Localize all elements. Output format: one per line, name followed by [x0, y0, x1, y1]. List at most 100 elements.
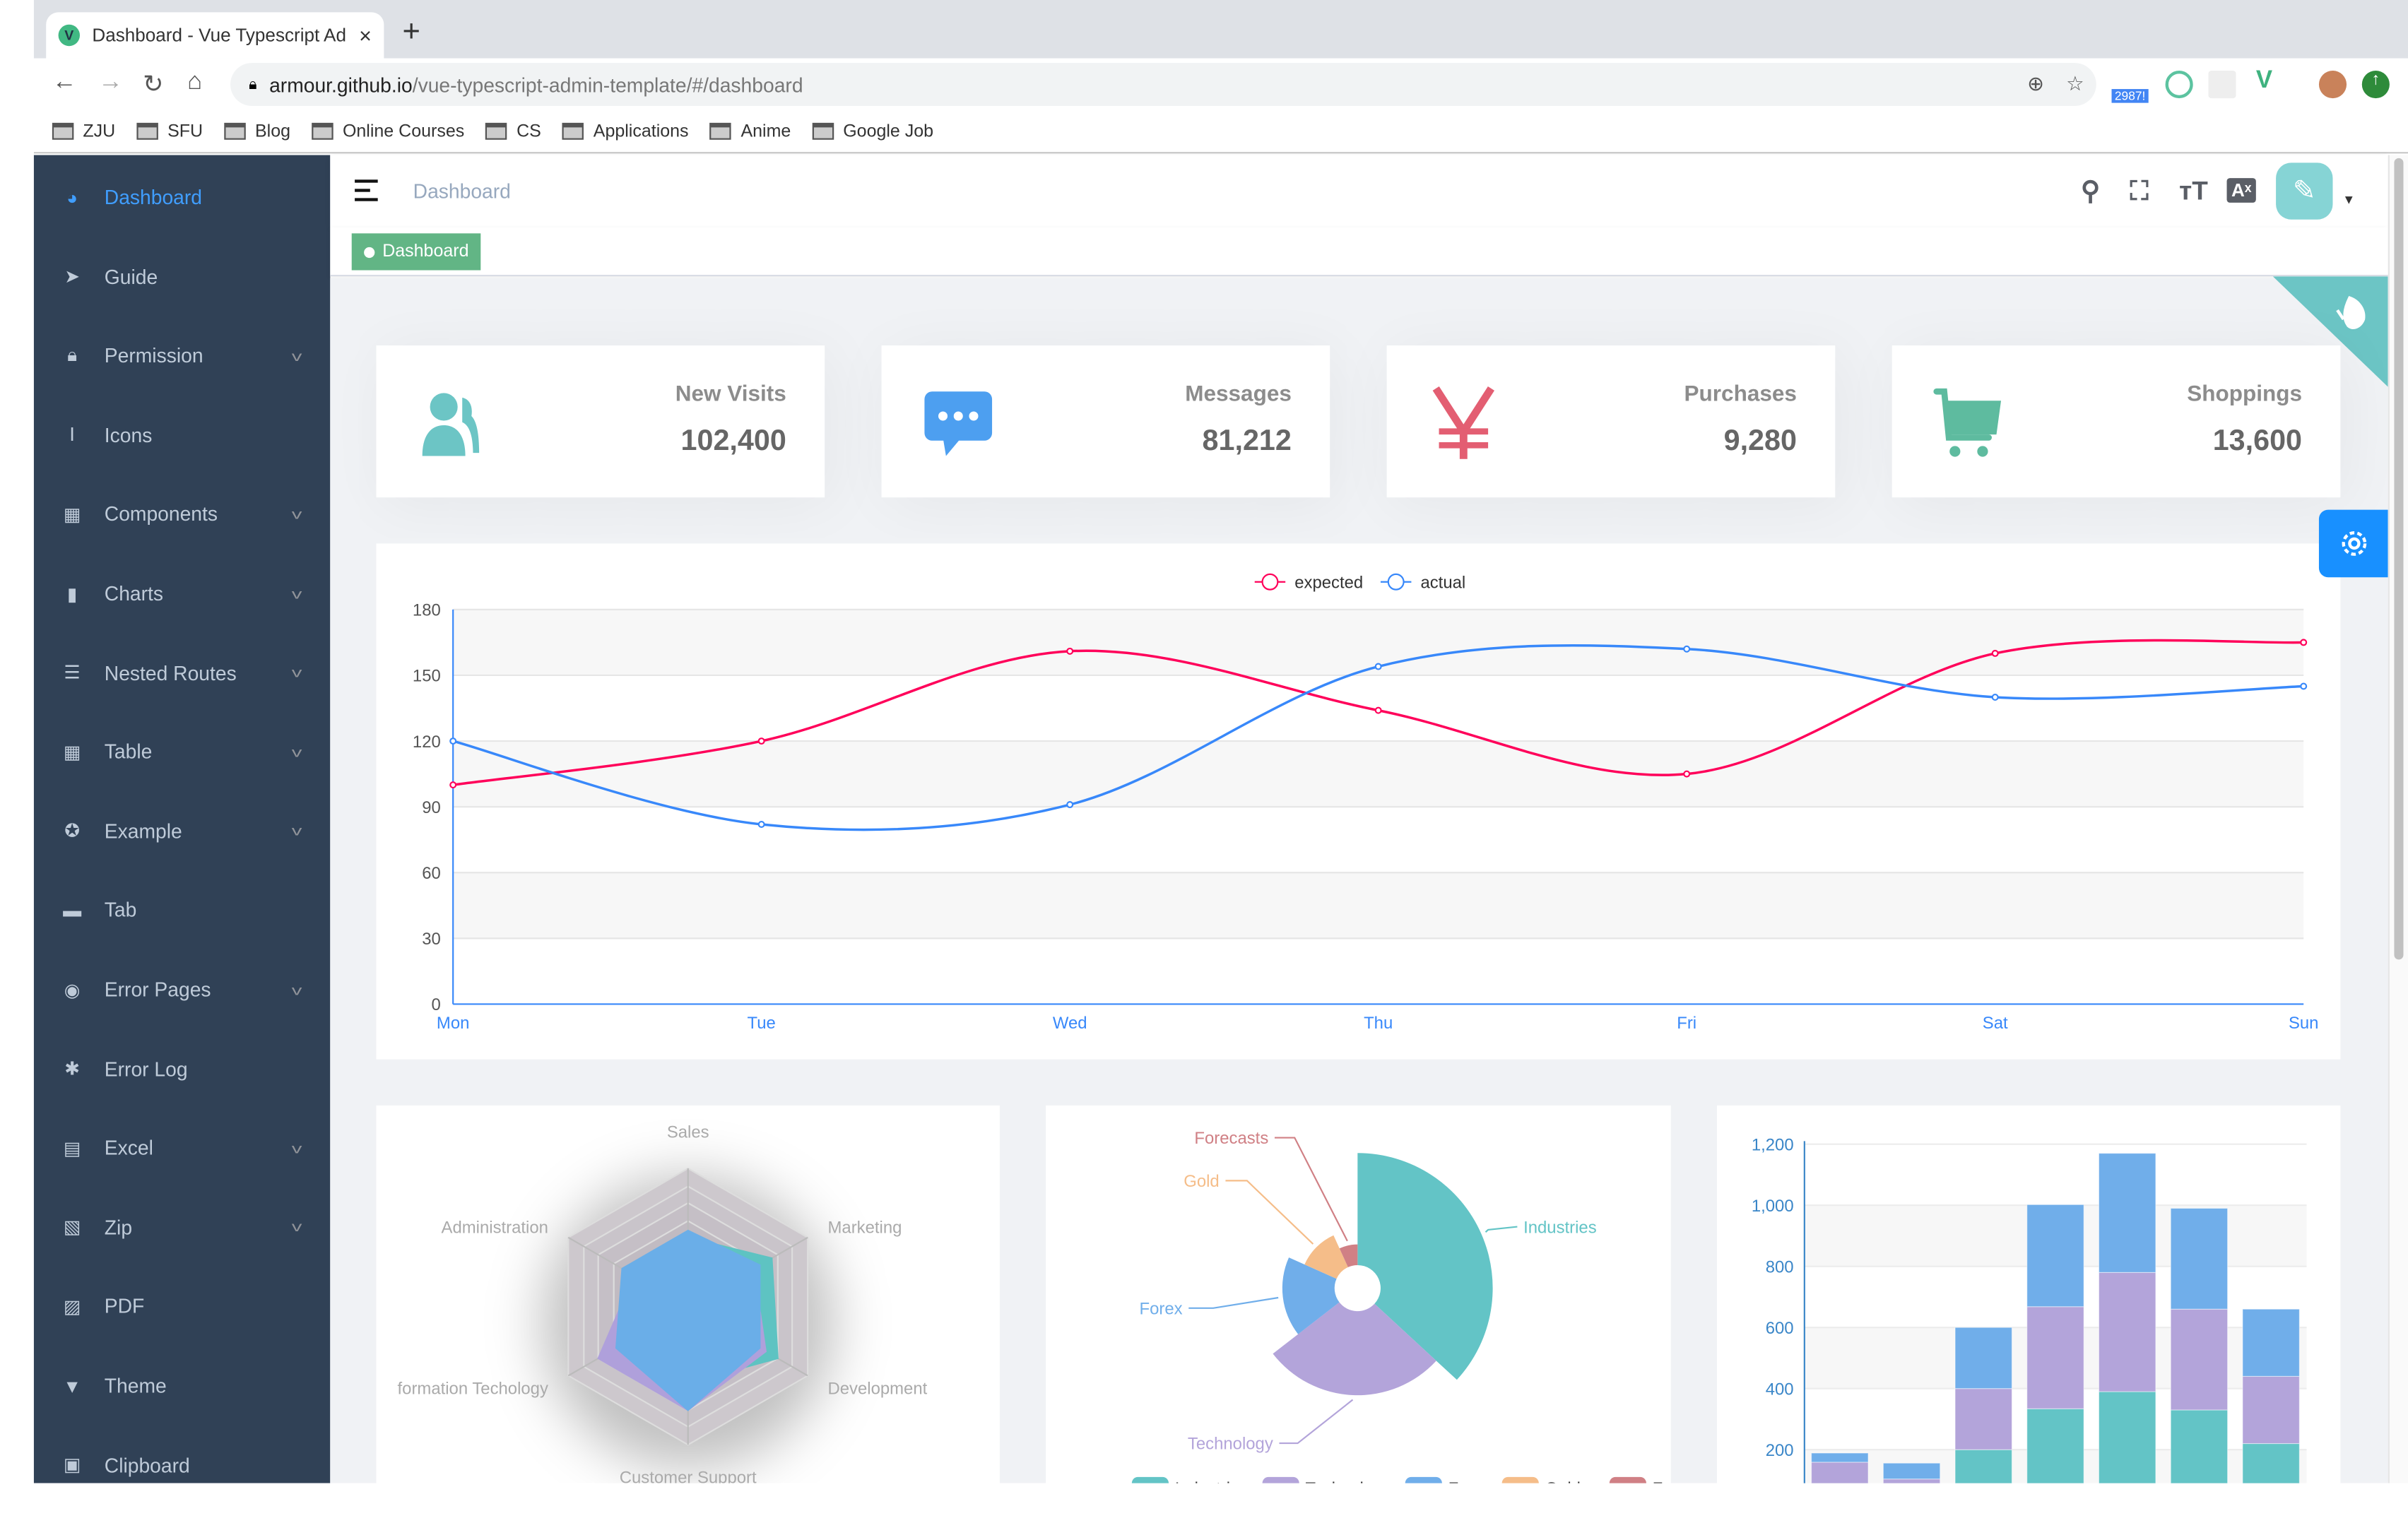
bar-mon-series-1[interactable]	[1811, 1462, 1869, 1483]
bar-thu-series-2[interactable]	[2026, 1204, 2084, 1308]
bar-wed-series-1[interactable]	[1954, 1388, 2013, 1450]
bookmark-item[interactable]: SFU	[136, 122, 203, 141]
legend-label[interactable]: actual	[1420, 573, 1465, 592]
settings-button[interactable]	[2318, 509, 2388, 578]
sidebar-item-guide[interactable]: ➤ Guide	[34, 237, 330, 316]
bar-sat-series-0[interactable]	[2170, 1409, 2229, 1483]
sidebar-item-excel[interactable]: ▤ Excel v	[34, 1109, 330, 1187]
404-icon: ◉	[64, 978, 81, 1001]
bar-thu-series-1[interactable]	[2026, 1306, 2084, 1409]
fullscreen-icon[interactable]: ⛶	[2130, 176, 2149, 206]
pie-slice-forecasts[interactable]	[1339, 1244, 1358, 1267]
bar-sun-series-0[interactable]	[2242, 1442, 2300, 1483]
sidebar-item-error-pages[interactable]: ◉ Error Pages v	[34, 950, 330, 1029]
sidebar-item-error-log[interactable]: ✱ Error Log	[34, 1030, 330, 1108]
bar-fri-series-1[interactable]	[2098, 1272, 2156, 1392]
label-line	[1225, 1180, 1314, 1245]
close-tab-icon[interactable]: ×	[359, 23, 372, 48]
bar-wed-series-2[interactable]	[1954, 1327, 2013, 1389]
new-tab-button[interactable]: +	[402, 15, 420, 49]
sidebar-item-example[interactable]: ✪ Example v	[34, 792, 330, 870]
forward-icon[interactable]: →	[98, 69, 123, 95]
tag-dashboard[interactable]: Dashboard	[351, 233, 481, 271]
browser-tab[interactable]: V Dashboard - Vue Typescript Ad ×	[46, 12, 384, 59]
sidebar-item-table[interactable]: ▦ Table v	[34, 713, 330, 791]
bar-fri-series-0[interactable]	[2098, 1391, 2156, 1483]
home-icon[interactable]: ⌂	[187, 69, 203, 95]
breadcrumb[interactable]: Dashboard	[413, 179, 511, 203]
language-icon[interactable]: Aˣ	[2226, 178, 2256, 203]
scrollbar-thumb[interactable]	[2394, 158, 2404, 960]
sidebar-item-theme[interactable]: ▼ Theme	[34, 1346, 330, 1425]
bookmarks-bar: ZJU SFU Blog Online Courses CS Applications An…	[33, 110, 2408, 154]
pie-slice-technology[interactable]	[1273, 1302, 1436, 1396]
bar-wed-series-0[interactable]	[1954, 1449, 2013, 1483]
sidebar-item-nested-routes[interactable]: ☰ Nested Routes v	[34, 634, 330, 712]
legend-label[interactable]: Forecasts	[1653, 1479, 1727, 1483]
bookmark-label: Blog	[254, 122, 291, 141]
y-tick-label: 0	[431, 995, 440, 1014]
pie-slice-forex[interactable]	[1282, 1257, 1340, 1334]
sidebar-item-charts[interactable]: ▮ Charts v	[34, 555, 330, 633]
sidebar-item-tab[interactable]: ▬ Tab	[34, 871, 330, 949]
bar-tue-series-2[interactable]	[1882, 1462, 1941, 1480]
sidebar-item-zip[interactable]: ▧ Zip v	[34, 1188, 330, 1267]
bookmark-item[interactable]: CS	[485, 122, 541, 141]
hamburger-icon[interactable]	[355, 179, 378, 201]
update-icon[interactable]: ↑	[2361, 70, 2390, 99]
bar-sat-series-1[interactable]	[2170, 1308, 2229, 1411]
pie-slice-gold[interactable]	[1304, 1235, 1348, 1279]
stat-card-shoppings[interactable]: Shoppings 13,600	[1891, 345, 2341, 498]
legend-label[interactable]: expected	[1294, 573, 1363, 592]
sidebar-item-clipboard[interactable]: ▣ Clipboard	[34, 1426, 330, 1483]
vue-devtools-icon[interactable]: V	[2255, 67, 2273, 94]
legend-label[interactable]: Technology	[1305, 1479, 1391, 1483]
data-point	[757, 737, 765, 745]
bookmark-item[interactable]: Google Job	[812, 122, 934, 141]
bar-sun-series-2[interactable]	[2242, 1308, 2300, 1377]
bar-mon-series-2[interactable]	[1811, 1452, 1869, 1463]
react-extension-icon[interactable]	[2208, 70, 2236, 99]
user-avatar[interactable]: ✎	[2276, 162, 2333, 220]
profile-avatar[interactable]	[2318, 70, 2347, 99]
back-icon[interactable]: ←	[52, 69, 77, 95]
stat-card-messages[interactable]: Messages 81,212	[881, 345, 1330, 498]
legend-swatch	[1609, 1476, 1646, 1483]
bookmark-item[interactable]: Online Courses	[312, 122, 464, 141]
bookmark-item[interactable]: Applications	[562, 122, 689, 141]
extension-icon[interactable]	[2165, 70, 2193, 99]
add-icon[interactable]: ⊕	[2027, 72, 2044, 95]
x-tick-label: Mon	[437, 1014, 469, 1033]
data-point	[2300, 639, 2308, 646]
sidebar-item-permission[interactable]: 🔒︎ Permission v	[34, 316, 330, 395]
github-corner-icon[interactable]	[2272, 276, 2388, 387]
address-bar[interactable]: 🔒︎ armour.github.io/vue-typescript-admin…	[230, 63, 2096, 106]
sidebar-item-components[interactable]: ▦ Components v	[34, 475, 330, 553]
legend-label[interactable]: Forex	[1448, 1479, 1492, 1483]
stat-card-new-visits[interactable]: New Visits 102,400	[376, 345, 825, 498]
bar-sat-series-2[interactable]	[2170, 1207, 2229, 1310]
bookmark-label: Google Job	[843, 122, 934, 141]
bar-thu-series-0[interactable]	[2026, 1408, 2084, 1483]
bookmark-item[interactable]: ZJU	[52, 122, 115, 141]
bookmark-star-icon[interactable]: ☆	[2066, 72, 2084, 95]
bookmark-item[interactable]: Blog	[224, 122, 291, 141]
size-icon[interactable]: ᴛT	[2179, 176, 2208, 206]
reload-icon[interactable]: ↻	[143, 72, 164, 99]
sidebar-item-dashboard[interactable]: ◕ Dashboard	[34, 158, 330, 237]
search-icon[interactable]: ⚲	[2081, 176, 2101, 206]
scrollbar[interactable]	[2388, 155, 2408, 1483]
legend-label[interactable]: Industries	[1175, 1479, 1249, 1483]
sidebar-item-icons[interactable]: Ⅰ Icons	[34, 396, 330, 474]
stat-card-purchases[interactable]: Purchases 9,280	[1386, 345, 1836, 498]
bookmark-item[interactable]: Anime	[709, 122, 791, 141]
caret-down-icon[interactable]: ▾	[2344, 191, 2353, 209]
bar-sun-series-1[interactable]	[2242, 1375, 2300, 1445]
legend-label[interactable]: Gold	[1545, 1479, 1581, 1483]
bar-tue-series-1[interactable]	[1882, 1478, 1941, 1483]
extension-badge[interactable]: 2987!	[2111, 89, 2149, 103]
bar-fri-series-2[interactable]	[2098, 1153, 2156, 1273]
sidebar-item-label: Nested Routes	[104, 660, 237, 685]
pie-slice-industries[interactable]	[1357, 1153, 1493, 1380]
sidebar-item-pdf[interactable]: ▨ PDF	[34, 1267, 330, 1346]
